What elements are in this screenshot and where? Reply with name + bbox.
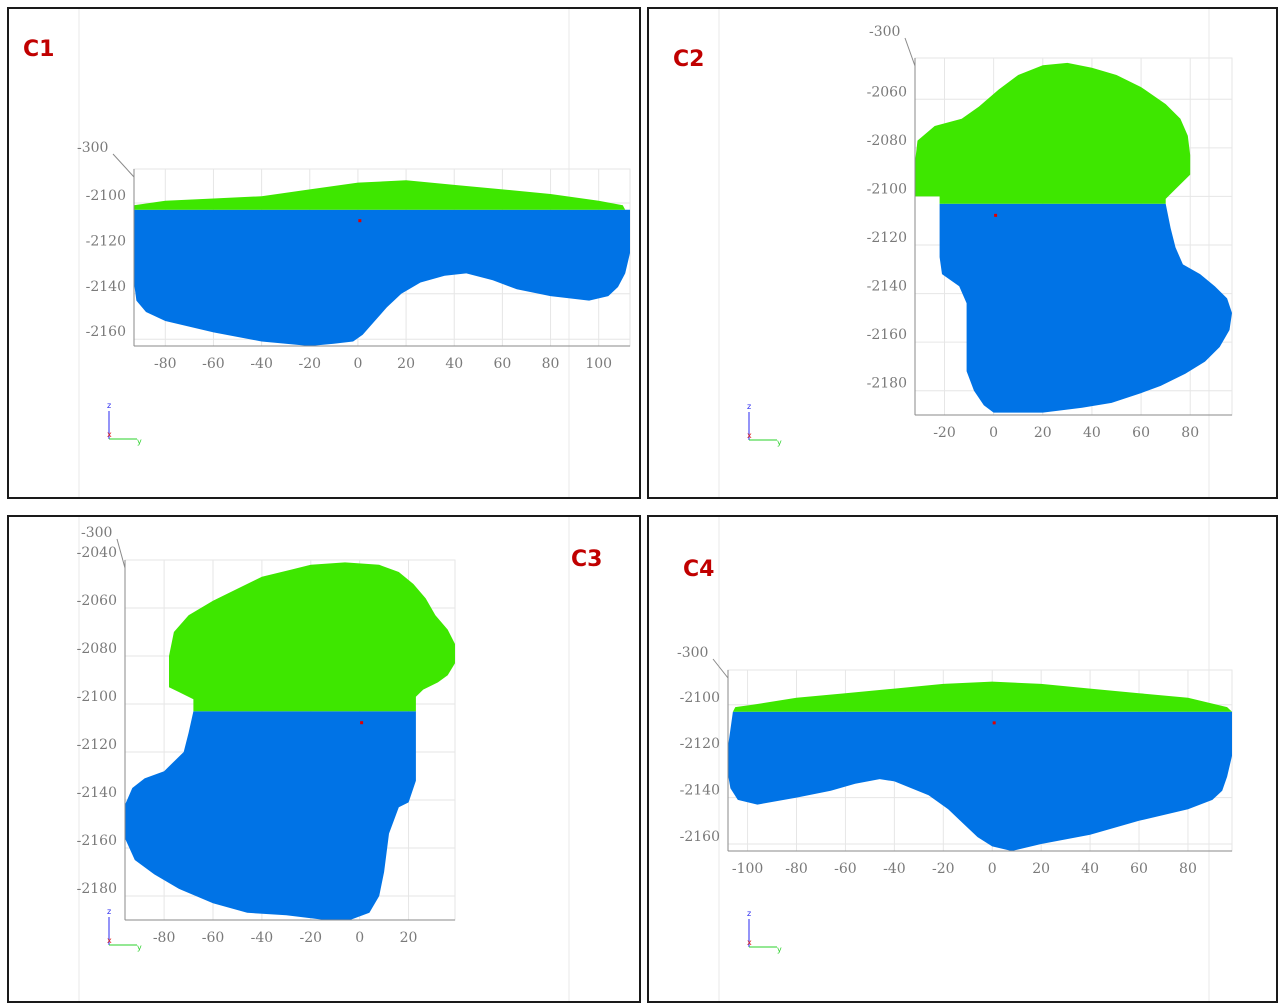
- x-tick-label: 80: [1179, 861, 1197, 877]
- y-tick-label: -2100: [680, 690, 720, 706]
- y-tick-label: -2160: [867, 327, 907, 343]
- x-tick-label: 100: [585, 356, 612, 372]
- y-tick-label: -2120: [86, 233, 126, 249]
- x-tick-label: 0: [353, 356, 362, 372]
- panel-c3: C3 -80 -60 -40 -20 0 20 -2040 -2060 -2080 -2100 -2…: [7, 515, 641, 1003]
- panel-label: C2: [673, 47, 705, 72]
- corner-leader: [712, 658, 729, 679]
- y-tick-label: -2140: [867, 279, 907, 295]
- corner-leader: [904, 37, 916, 67]
- triad-z-label: z: [107, 401, 111, 410]
- y-tick-label: -2140: [86, 279, 126, 295]
- y-tick-label: -2060: [867, 84, 907, 100]
- x-tick-label: 80: [542, 356, 560, 372]
- x-tick-label: -80: [154, 356, 177, 372]
- x-tick-label: -80: [785, 861, 808, 877]
- y-tick-label: -2100: [77, 689, 117, 705]
- x-tick-label: 20: [1034, 425, 1052, 441]
- upper-region: [169, 562, 455, 712]
- upper-region: [915, 62, 1191, 204]
- center-point: [358, 219, 362, 223]
- y-tick-label: -2040: [77, 545, 117, 561]
- panel-c2: C2 -20 0 20 40 60 80 -2060 -2080 -2100 -2120 -2140…: [647, 7, 1278, 499]
- triad-x-label: x: [107, 936, 112, 945]
- lower-region: [728, 711, 1232, 851]
- corner-leader: [116, 538, 126, 569]
- triad-z-label: z: [747, 909, 751, 918]
- triad-x-label: x: [747, 938, 752, 947]
- y-tick-label: -2180: [77, 881, 117, 897]
- y-tick-label: -2180: [867, 376, 907, 392]
- x-tick-label: 40: [445, 356, 463, 372]
- y-tick-label: -2140: [77, 785, 117, 801]
- lower-region: [125, 711, 416, 920]
- triad-z-label: z: [747, 402, 751, 411]
- x-tick-label: 60: [1132, 425, 1150, 441]
- triad-y-label: y: [777, 438, 782, 447]
- x-tick-label: 80: [1181, 425, 1199, 441]
- x-tick-label: -40: [251, 930, 274, 946]
- lower-region: [134, 209, 630, 346]
- triad-y-label: y: [137, 437, 142, 446]
- x-tick-label: -20: [933, 425, 956, 441]
- y-tick-label: -2080: [867, 133, 907, 149]
- x-tick-label: -20: [300, 930, 323, 946]
- y-tick-label: -2060: [77, 593, 117, 609]
- y-tick-label: -2100: [867, 181, 907, 197]
- x-tick-label: 20: [397, 356, 415, 372]
- y-tick-label: -2160: [86, 324, 126, 340]
- y-tick-label: -2160: [77, 833, 117, 849]
- corner-label: -300: [77, 140, 108, 156]
- x-tick-label: 0: [355, 930, 364, 946]
- x-tick-label: 20: [400, 930, 418, 946]
- corner-leader: [112, 153, 135, 178]
- panel-label: C3: [571, 547, 603, 572]
- corner-label: -300: [869, 24, 900, 40]
- triad-x-label: x: [747, 431, 752, 440]
- x-tick-label: 60: [493, 356, 511, 372]
- corner-label: -300: [81, 525, 112, 541]
- x-tick-label: 40: [1081, 861, 1099, 877]
- x-tick-label: 0: [989, 425, 998, 441]
- x-tick-label: -20: [298, 356, 321, 372]
- x-tick-label: -80: [153, 930, 176, 946]
- panel-c4: C4 -100 -80 -60 -40 -20 0 20 40 60 80 -2100 -2120 -2…: [647, 515, 1278, 1003]
- x-tick-label: -20: [932, 861, 955, 877]
- y-tick-label: -2120: [867, 230, 907, 246]
- triad-x-label: x: [107, 430, 112, 439]
- x-tick-label: 60: [1130, 861, 1148, 877]
- chart-c2: -20 0 20 40 60 80 -2060 -2080 -2100 -2120 -2140 -21…: [718, 9, 1233, 497]
- center-point: [360, 721, 364, 725]
- x-tick-label: -60: [202, 356, 225, 372]
- x-tick-label: -60: [834, 861, 857, 877]
- x-tick-label: -60: [202, 930, 225, 946]
- panel-label: C1: [23, 37, 55, 62]
- x-tick-label: 40: [1083, 425, 1101, 441]
- panel-c1: C1 -80 -60 -40 -20 0 20 40 60 80 100 -2100 -2120 -21…: [7, 7, 641, 499]
- triad-y-label: y: [137, 943, 142, 952]
- y-tick-label: -2080: [77, 641, 117, 657]
- center-point: [992, 721, 996, 725]
- upper-region: [732, 681, 1232, 712]
- x-tick-label: -40: [250, 356, 273, 372]
- y-tick-label: -2160: [680, 829, 720, 845]
- y-tick-label: -2120: [680, 736, 720, 752]
- triad-y-label: y: [777, 945, 782, 954]
- x-tick-label: 0: [988, 861, 997, 877]
- y-tick-label: -2100: [86, 188, 126, 204]
- x-tick-label: 20: [1032, 861, 1050, 877]
- corner-label: -300: [677, 645, 708, 661]
- upper-region: [134, 180, 626, 210]
- y-tick-label: -2140: [680, 783, 720, 799]
- x-tick-label: -100: [732, 861, 763, 877]
- center-point: [994, 213, 998, 217]
- chart-c1: -80 -60 -40 -20 0 20 40 60 80 100 -2100 -2120 -2140 -…: [77, 9, 631, 497]
- x-tick-label: -40: [883, 861, 906, 877]
- y-tick-label: -2120: [77, 737, 117, 753]
- panel-label: C4: [683, 557, 715, 582]
- lower-region: [939, 203, 1232, 413]
- chart-c3: -80 -60 -40 -20 0 20 -2040 -2060 -2080 -2100 -2120…: [77, 517, 570, 1001]
- chart-c4: -100 -80 -60 -40 -20 0 20 40 60 80 -2100 -2120 -2140…: [677, 517, 1233, 1001]
- triad-z-label: z: [107, 907, 111, 916]
